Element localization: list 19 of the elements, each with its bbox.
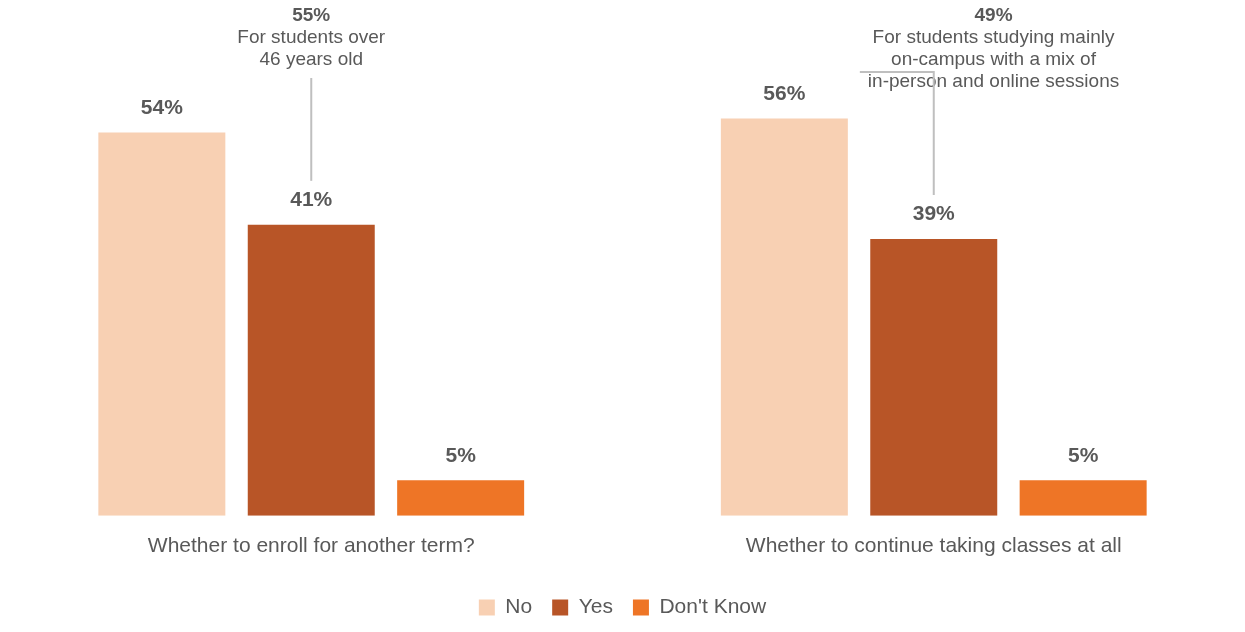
text: 55% For students over 46 years old xyxy=(237,3,386,69)
text: 49% For students studying mainly on-campus with a mix of in-person and online sessions xyxy=(867,3,1120,91)
data-label: 54% xyxy=(140,94,184,118)
x-tick-label: Whether to continue taking classes at all xyxy=(745,533,1122,557)
legend-label: Don't Know xyxy=(659,594,767,618)
bar xyxy=(397,480,525,516)
bar xyxy=(720,118,848,516)
data-label: 56% xyxy=(763,80,806,104)
data-label: 5% xyxy=(1067,442,1099,466)
bar xyxy=(1019,480,1147,516)
data-label: 39% xyxy=(912,201,956,225)
legend-label: Yes xyxy=(578,594,613,618)
bar xyxy=(98,132,226,516)
data-label: 5% xyxy=(445,442,477,466)
data-label: 41% xyxy=(290,187,333,211)
bar xyxy=(870,239,998,516)
bar xyxy=(247,224,375,516)
legend-label: No xyxy=(505,594,533,618)
x-tick-label: Whether to enroll for another term? xyxy=(147,533,475,557)
